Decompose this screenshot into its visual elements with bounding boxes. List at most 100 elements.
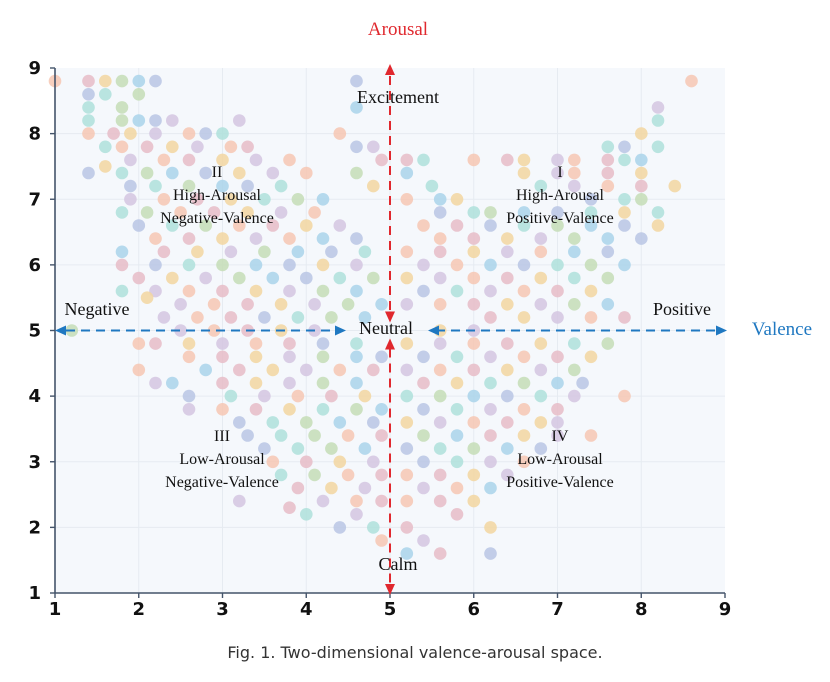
data-point bbox=[467, 232, 481, 245]
data-point bbox=[501, 468, 514, 482]
data-point bbox=[249, 232, 263, 245]
data-point bbox=[199, 363, 212, 377]
quadrant-numeral: II bbox=[212, 164, 223, 181]
data-point bbox=[568, 245, 581, 259]
data-point bbox=[568, 298, 581, 311]
data-point bbox=[618, 311, 631, 324]
data-point bbox=[584, 193, 598, 206]
data-point bbox=[433, 271, 447, 285]
data-point bbox=[132, 88, 146, 101]
data-point bbox=[584, 350, 598, 364]
data-point bbox=[266, 455, 280, 469]
data-point bbox=[82, 88, 95, 101]
y-tick-label: 7 bbox=[28, 189, 41, 210]
pole-label-top: Excitement bbox=[357, 87, 439, 107]
data-point bbox=[333, 455, 347, 469]
data-point bbox=[551, 350, 564, 364]
data-point bbox=[568, 153, 581, 167]
data-point bbox=[241, 179, 254, 193]
data-point bbox=[635, 179, 648, 193]
data-point bbox=[249, 337, 263, 350]
y-tick-label: 3 bbox=[28, 452, 41, 473]
data-point bbox=[450, 376, 464, 390]
data-point bbox=[291, 442, 305, 455]
data-point bbox=[82, 114, 95, 127]
data-point bbox=[400, 337, 414, 350]
data-point bbox=[333, 219, 347, 232]
data-point bbox=[433, 337, 447, 350]
valence-arrowhead-right bbox=[716, 325, 727, 336]
data-point bbox=[417, 455, 430, 469]
data-point bbox=[450, 193, 464, 206]
data-point bbox=[216, 153, 229, 167]
data-point bbox=[283, 337, 296, 350]
quadrant-label-q4: IV Low-Arousal Positive-Valence bbox=[506, 428, 614, 491]
valence-arrowhead-left bbox=[55, 325, 66, 336]
data-point bbox=[241, 298, 254, 311]
data-point bbox=[433, 232, 447, 245]
data-point bbox=[258, 193, 271, 206]
data-point bbox=[417, 284, 430, 298]
data-point bbox=[291, 245, 305, 259]
data-point bbox=[350, 350, 363, 364]
pole-label-right: Positive bbox=[653, 299, 711, 319]
valence-arrowhead-center-left bbox=[335, 325, 346, 336]
data-point bbox=[400, 468, 414, 482]
data-point bbox=[191, 140, 204, 154]
data-point bbox=[534, 271, 548, 285]
data-point bbox=[341, 298, 355, 311]
data-point bbox=[115, 114, 129, 127]
data-point bbox=[316, 337, 330, 350]
data-point bbox=[216, 232, 229, 245]
data-point bbox=[350, 74, 363, 88]
data-point bbox=[300, 271, 313, 285]
data-point bbox=[568, 337, 581, 350]
data-point bbox=[517, 166, 531, 180]
data-point bbox=[417, 534, 430, 547]
data-point bbox=[341, 468, 355, 482]
data-point bbox=[517, 311, 531, 324]
data-point bbox=[216, 350, 229, 364]
data-point bbox=[400, 389, 414, 403]
data-point bbox=[551, 166, 564, 180]
data-point bbox=[224, 311, 238, 324]
data-point bbox=[233, 363, 246, 377]
data-point bbox=[316, 232, 330, 245]
data-point bbox=[216, 127, 229, 140]
x-tick-label: 3 bbox=[216, 599, 229, 620]
data-point bbox=[216, 376, 229, 390]
quadrant-numeral: III bbox=[214, 428, 230, 445]
data-point bbox=[400, 271, 414, 285]
data-point bbox=[266, 219, 280, 232]
data-point bbox=[82, 127, 95, 140]
data-point bbox=[266, 416, 280, 429]
data-point bbox=[417, 403, 430, 416]
data-point bbox=[99, 74, 112, 88]
data-point bbox=[534, 337, 548, 350]
data-point bbox=[99, 160, 112, 173]
data-point bbox=[233, 219, 246, 232]
data-point bbox=[400, 363, 414, 377]
data-point bbox=[433, 245, 447, 259]
data-point bbox=[182, 337, 196, 350]
data-point bbox=[400, 245, 414, 259]
data-point bbox=[501, 232, 514, 245]
x-tick-label: 1 bbox=[49, 599, 62, 620]
y-tick-label: 6 bbox=[28, 255, 41, 276]
data-point bbox=[551, 219, 564, 232]
data-point bbox=[283, 284, 296, 298]
data-point bbox=[107, 127, 120, 140]
data-point bbox=[551, 284, 564, 298]
data-point bbox=[601, 140, 615, 154]
x-tick-label: 9 bbox=[719, 599, 732, 620]
data-point bbox=[651, 206, 665, 219]
data-point bbox=[568, 389, 581, 403]
arousal-arrowhead-top bbox=[385, 64, 395, 75]
data-point bbox=[534, 389, 548, 403]
data-point bbox=[149, 114, 162, 127]
data-point bbox=[124, 153, 137, 167]
data-point bbox=[501, 416, 514, 429]
data-point bbox=[258, 389, 271, 403]
data-point bbox=[350, 140, 363, 154]
data-point bbox=[568, 166, 581, 180]
